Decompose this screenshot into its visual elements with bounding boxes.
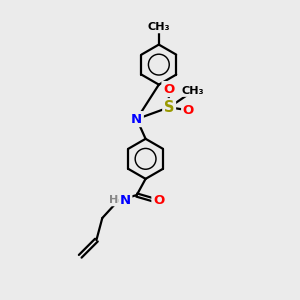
Text: N: N [120,194,131,207]
Text: S: S [164,100,174,115]
Text: CH₃: CH₃ [182,85,204,95]
Text: CH₃: CH₃ [148,22,170,32]
Text: N: N [131,112,142,126]
Text: H: H [109,195,118,205]
Text: O: O [163,82,174,95]
Text: O: O [183,104,194,117]
Text: O: O [153,194,164,207]
